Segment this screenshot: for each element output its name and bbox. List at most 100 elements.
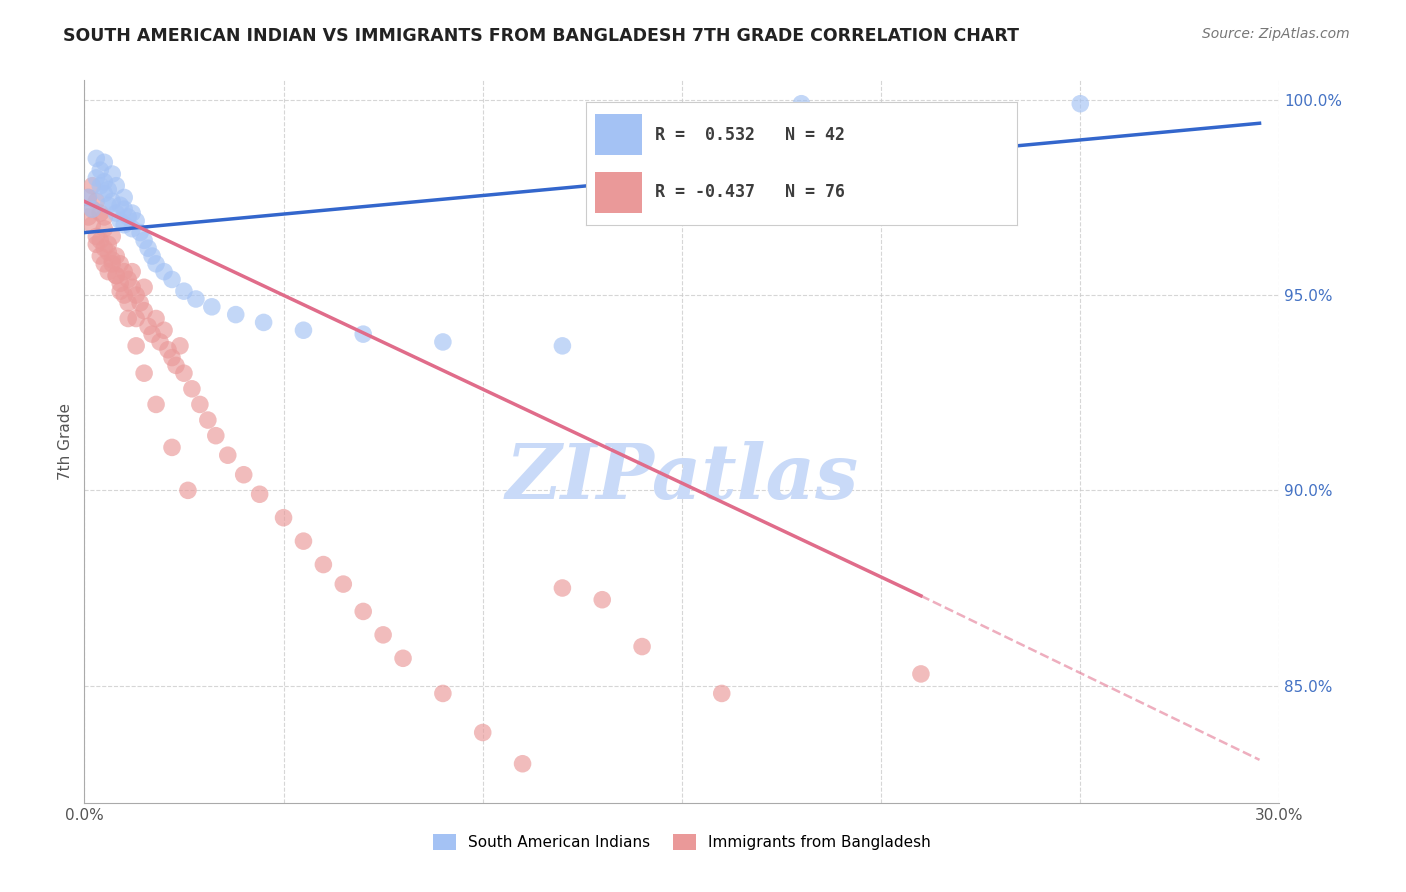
Point — [82, 218, 104, 232]
Text: SOUTH AMERICAN INDIAN VS IMMIGRANTS FROM BANGLADESH 7TH GRADE CORRELATION CHART: SOUTH AMERICAN INDIAN VS IMMIGRANTS FROM… — [63, 27, 1019, 45]
Point — [141, 249, 163, 263]
Point — [292, 534, 315, 549]
Point — [232, 467, 254, 482]
Point — [105, 206, 128, 220]
Point — [432, 334, 454, 349]
Point — [110, 257, 132, 271]
Point — [82, 202, 104, 216]
Point — [117, 311, 139, 326]
Point — [160, 441, 183, 455]
Point — [89, 234, 111, 248]
Point — [89, 206, 111, 220]
Point — [77, 190, 100, 204]
Point — [352, 604, 374, 618]
Point — [149, 334, 172, 349]
Point — [97, 237, 120, 252]
Point — [136, 319, 159, 334]
Point — [136, 241, 159, 255]
Point — [432, 686, 454, 700]
Point — [217, 448, 239, 462]
Point — [112, 265, 135, 279]
Point — [141, 327, 163, 342]
Point — [312, 558, 335, 572]
Point — [273, 510, 295, 524]
Point — [169, 339, 191, 353]
Point — [110, 198, 132, 212]
Point — [97, 245, 120, 260]
Point — [125, 311, 148, 326]
Point — [512, 756, 534, 771]
Point — [253, 315, 276, 329]
Point — [97, 198, 120, 212]
Point — [89, 178, 111, 193]
Point — [132, 366, 156, 380]
Point — [112, 218, 135, 232]
Point — [177, 483, 200, 498]
Point — [249, 487, 271, 501]
Point — [86, 152, 108, 166]
Point — [93, 257, 115, 271]
Point — [125, 288, 148, 302]
Point — [392, 651, 415, 665]
Point — [93, 186, 115, 201]
Point — [121, 280, 143, 294]
Point — [93, 221, 115, 235]
Point — [105, 268, 128, 283]
Point — [790, 96, 813, 111]
Point — [153, 323, 176, 337]
Point — [551, 581, 574, 595]
Point — [121, 221, 143, 235]
Y-axis label: 7th Grade: 7th Grade — [58, 403, 73, 480]
Point — [101, 229, 124, 244]
Point — [332, 577, 354, 591]
Point — [157, 343, 180, 357]
Point — [89, 249, 111, 263]
Point — [173, 284, 195, 298]
Point — [105, 178, 128, 193]
Point — [97, 265, 120, 279]
Point — [184, 292, 207, 306]
Point — [101, 167, 124, 181]
Point — [110, 284, 132, 298]
Point — [292, 323, 315, 337]
Text: Source: ZipAtlas.com: Source: ZipAtlas.com — [1202, 27, 1350, 41]
Point — [125, 339, 148, 353]
Point — [93, 210, 115, 224]
Point — [373, 628, 395, 642]
Point — [77, 190, 100, 204]
Point — [77, 210, 100, 224]
Point — [110, 277, 132, 291]
Point — [181, 382, 204, 396]
Point — [82, 178, 104, 193]
Point — [121, 206, 143, 220]
Point — [105, 268, 128, 283]
Point — [93, 175, 115, 189]
Point — [129, 226, 152, 240]
Point — [132, 280, 156, 294]
Point — [173, 366, 195, 380]
Point — [145, 257, 167, 271]
Point — [86, 194, 108, 209]
Point — [117, 210, 139, 224]
Point — [112, 288, 135, 302]
Point — [153, 265, 176, 279]
Point — [82, 202, 104, 216]
Legend: South American Indians, Immigrants from Bangladesh: South American Indians, Immigrants from … — [427, 829, 936, 856]
Point — [112, 190, 135, 204]
Point — [197, 413, 219, 427]
Point — [145, 311, 167, 326]
Point — [551, 339, 574, 353]
Point — [188, 397, 211, 411]
Point — [86, 237, 108, 252]
Point — [145, 397, 167, 411]
Point — [97, 183, 120, 197]
Point — [591, 592, 613, 607]
Point — [89, 163, 111, 178]
Point — [86, 229, 108, 244]
Point — [910, 667, 932, 681]
Point — [110, 214, 132, 228]
Point — [93, 241, 115, 255]
Point — [352, 327, 374, 342]
Point — [471, 725, 494, 739]
Point — [93, 155, 115, 169]
